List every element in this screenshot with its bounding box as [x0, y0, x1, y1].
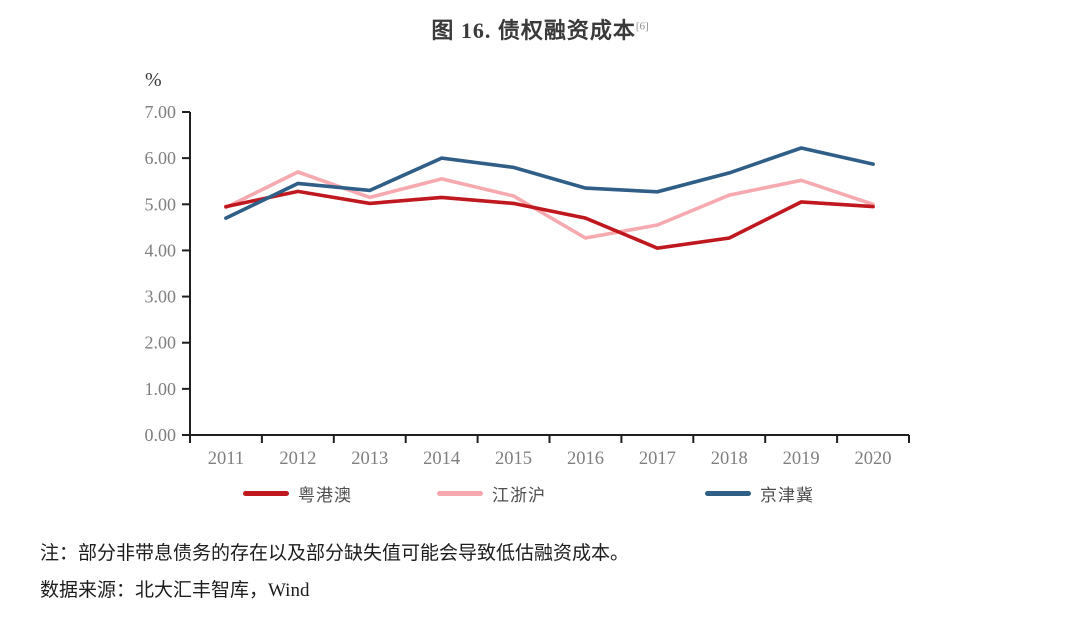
x-year-label-2013: 2013	[351, 449, 388, 469]
y-tick-label-4: 4.00	[145, 240, 177, 260]
x-year-label-2011: 2011	[208, 449, 244, 469]
y-tick-label-7: 7.00	[145, 102, 177, 122]
series-line-jingjinji	[224, 146, 875, 220]
x-year-label-2015: 2015	[495, 449, 532, 469]
legend-swatch-jiangzhehu	[437, 490, 483, 496]
x-year-label-2016: 2016	[567, 449, 604, 469]
legend-swatch-yuegangao	[243, 490, 289, 496]
source-line: 数据来源：北大汇丰智库，Wind	[40, 580, 310, 601]
y-tick-label-5: 5.00	[145, 194, 177, 214]
chart-title: 图 16. 债权融资成本[6]	[0, 13, 1080, 45]
note-line: 注：部分非带息债务的存在以及部分缺失值可能会导致低估融资成本。	[40, 543, 630, 564]
line-chart: % 0.00 1.00 2.00 3.00 4.00 5.00 6.00 7.00 2011 201…	[145, 69, 910, 469]
x-year-label-2019: 2019	[783, 449, 820, 469]
x-year-label-2020: 2020	[855, 449, 892, 469]
title-footnote-ref: [6]	[635, 20, 649, 33]
x-year-label-2014: 2014	[423, 449, 460, 469]
chart-title-text: 图 16. 债权融资成本	[431, 18, 636, 43]
y-tick-label-6: 6.00	[145, 148, 177, 168]
series-line-yuegangao	[224, 189, 875, 250]
legend-item-jiangzhehu: 江浙沪	[437, 484, 546, 505]
legend-label-jiangzhehu: 江浙沪	[492, 485, 546, 505]
y-tick-label-1: 1.00	[145, 379, 177, 399]
legend-item-jingjinji: 京津冀	[705, 484, 814, 505]
y-tick-label-3: 3.00	[145, 287, 177, 307]
x-year-label-2018: 2018	[711, 449, 748, 469]
y-axis-unit-label: %	[145, 69, 162, 91]
x-year-label-2017: 2017	[639, 449, 676, 469]
chart-notes: 注：部分非带息债务的存在以及部分缺失值可能会导致低估融资成本。 数据来源：北大汇…	[40, 535, 629, 609]
legend-label-jingjinji: 京津冀	[760, 485, 814, 505]
legend-label-yuegangao: 粤港澳	[298, 485, 352, 505]
legend-item-yuegangao: 粤港澳	[243, 484, 352, 505]
y-tick-label-2: 2.00	[145, 333, 177, 353]
series-line-jiangzhehu	[224, 170, 875, 240]
y-tick-label-0: 0.00	[145, 425, 177, 445]
x-year-label-2012: 2012	[279, 449, 316, 469]
legend-swatch-jingjinji	[705, 490, 751, 496]
